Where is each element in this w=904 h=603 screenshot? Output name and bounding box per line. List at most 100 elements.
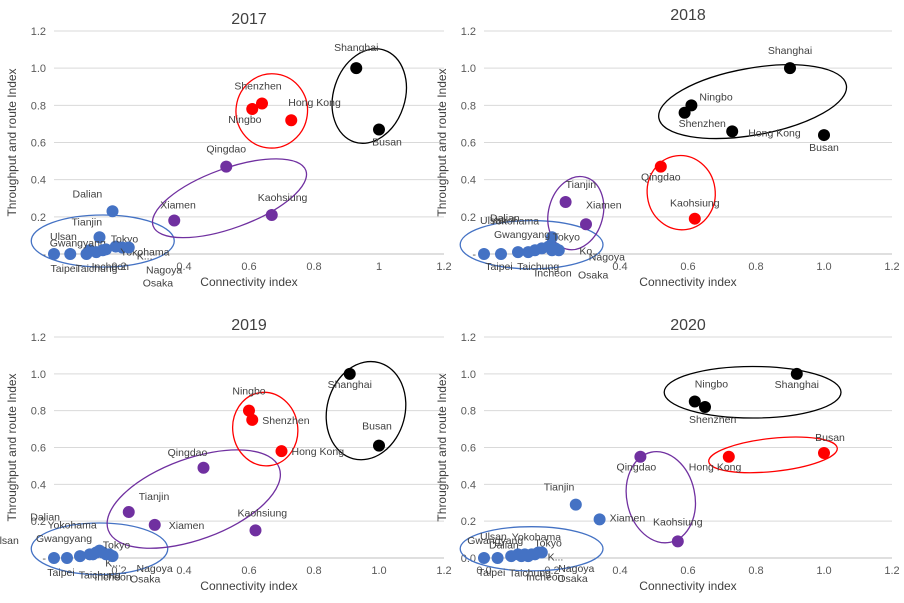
cluster-ellipse-red xyxy=(708,436,838,474)
y-tick-label: 1.0 xyxy=(461,63,476,75)
x-tick-label: 1.0 xyxy=(816,261,831,273)
point-label: Dalian xyxy=(73,188,103,200)
data-point xyxy=(197,461,210,474)
x-tick-label: 0.4 xyxy=(176,261,191,273)
point-label: Kaohsiung xyxy=(653,516,703,528)
y-tick-label: 1.0 xyxy=(31,369,46,381)
point-label: Tokyo xyxy=(553,232,581,244)
y-tick-label: - xyxy=(42,553,46,565)
point-label: Taichung xyxy=(517,261,559,273)
x-tick-label: 0.4 xyxy=(612,565,627,577)
point-label: Ulsan xyxy=(480,215,507,227)
y-axis-label: Throughput and route Index xyxy=(5,68,19,216)
point-label: Tianjin xyxy=(72,216,103,228)
point-label: Osaka xyxy=(130,573,161,585)
x-tick-label: 0.8 xyxy=(748,565,763,577)
cluster-ellipse-black xyxy=(658,64,848,140)
data-point xyxy=(818,129,830,142)
point-label: Incheon xyxy=(94,571,132,583)
data-point xyxy=(546,231,558,244)
point-label: Shenzhen xyxy=(679,118,726,130)
point-label: Kaohsiung xyxy=(238,507,288,519)
data-point xyxy=(243,404,255,417)
data-point xyxy=(495,248,507,260)
x-tick-label: 0.8 xyxy=(306,261,321,273)
data-point xyxy=(580,218,592,231)
y-tick-label: 1.0 xyxy=(31,63,46,75)
data-point xyxy=(818,447,830,460)
x-tick-label: 0.4 xyxy=(612,261,627,273)
data-point xyxy=(275,445,288,458)
point-label: Osaka xyxy=(557,573,588,585)
data-point xyxy=(559,195,572,208)
data-point xyxy=(168,214,181,227)
y-tick-label: 1.2 xyxy=(461,26,476,38)
cluster-ellipse-purple xyxy=(151,158,308,239)
point-label: Shenzhen xyxy=(689,414,736,426)
point-label: Ningbo xyxy=(699,91,732,103)
point-label: Incheon xyxy=(526,571,564,583)
point-label: Taipei xyxy=(485,261,512,273)
data-point xyxy=(80,248,93,260)
point-label: Yokohama xyxy=(48,520,97,532)
y-tick-label: 0.8 xyxy=(461,406,476,418)
data-point xyxy=(529,244,541,257)
point-label: Taipei xyxy=(478,567,505,579)
point-label: Hong Kong xyxy=(748,127,801,139)
cluster-ellipse-blue xyxy=(30,522,169,576)
y-tick-label: 0.6 xyxy=(461,138,476,150)
point-label: Busan xyxy=(372,136,402,148)
y-tick-label: 1.2 xyxy=(31,26,46,38)
data-point xyxy=(93,231,106,244)
point-label: Hong Kong xyxy=(288,97,341,109)
x-tick-label: 1.2 xyxy=(436,565,451,577)
cluster-ellipse-black xyxy=(663,365,842,419)
x-tick-label: 0.2 xyxy=(544,565,559,577)
point-label: Taichung xyxy=(509,567,551,579)
x-tick-label: 0.6 xyxy=(680,261,695,273)
x-axis-label: Connectivity index xyxy=(639,579,736,593)
cluster-ellipse-red xyxy=(235,73,309,149)
y-tick-label: 1.2 xyxy=(461,332,476,344)
point-label: Gwangyang xyxy=(494,229,550,241)
data-point xyxy=(593,513,606,526)
data-point xyxy=(784,62,796,75)
data-point xyxy=(64,248,77,260)
x-tick-label: 1.0 xyxy=(371,565,386,577)
data-point xyxy=(671,535,684,548)
y-tick-label: 0.6 xyxy=(461,443,476,455)
data-point xyxy=(249,524,262,537)
cluster-ellipse-black xyxy=(325,360,407,461)
x-axis-label: Connectivity index xyxy=(200,579,297,593)
y-tick-label: 0.8 xyxy=(31,100,46,112)
point-label: Xiamen xyxy=(169,520,205,532)
point-label: Ulsan xyxy=(480,531,507,543)
point-label: K... xyxy=(137,250,153,262)
data-point xyxy=(256,97,268,110)
y-tick-label: 0.2 xyxy=(31,212,46,224)
chart-title-3: 2019 xyxy=(231,317,267,334)
y-axis-label: Throughput and route Index xyxy=(5,373,19,521)
point-label: Shanghai xyxy=(775,379,819,391)
y-tick-label: 0.8 xyxy=(31,406,46,418)
data-point xyxy=(546,244,558,257)
point-label: Nagoya xyxy=(137,563,173,575)
data-point xyxy=(722,450,735,463)
data-point xyxy=(122,241,135,254)
x-tick-label: 1.2 xyxy=(884,565,899,577)
y-tick-label: 0.4 xyxy=(461,175,476,187)
point-label: Ningbo xyxy=(695,378,728,390)
data-point xyxy=(87,548,99,561)
chart-title-4: 2020 xyxy=(670,317,706,334)
point-label: Dalian xyxy=(490,212,520,224)
cluster-ellipse-purple xyxy=(547,175,605,251)
point-label: Dalian xyxy=(30,511,60,523)
cluster-ellipse-red xyxy=(232,391,299,467)
data-point xyxy=(478,552,490,564)
point-label: Dalian xyxy=(489,539,519,551)
y-axis-label: Throughput and route Index xyxy=(435,68,449,216)
data-point xyxy=(373,123,385,136)
data-point xyxy=(515,550,528,563)
